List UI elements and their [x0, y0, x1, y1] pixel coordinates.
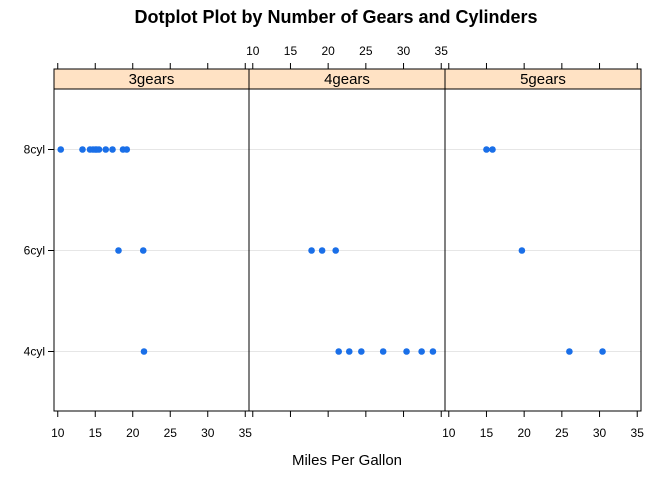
- y-tick-label-4cyl: 4cyl: [24, 345, 45, 359]
- x-tick-label-bottom: 15: [480, 426, 494, 440]
- data-point: [483, 146, 490, 153]
- data-point: [345, 348, 353, 355]
- data-point: [599, 348, 606, 355]
- data-point: [403, 348, 410, 355]
- data-point: [332, 247, 339, 254]
- x-tick-label-bottom: 25: [555, 426, 569, 440]
- x-tick-label-top: 15: [284, 44, 298, 58]
- x-tick-label-bottom: 35: [631, 426, 645, 440]
- x-tick-label-bottom: 30: [201, 426, 215, 440]
- x-axis-title: Miles Per Gallon: [292, 452, 402, 469]
- x-tick-label-bottom: 10: [51, 426, 65, 440]
- data-point: [335, 348, 343, 355]
- strip-label: 4gears: [324, 71, 370, 88]
- x-tick-label-top: 20: [321, 44, 335, 58]
- x-tick-label-top: 10: [246, 44, 260, 58]
- x-tick-label-bottom: 35: [239, 426, 253, 440]
- x-tick-label-top: 30: [397, 44, 411, 58]
- panel-3gears: 3gears: [53, 68, 250, 412]
- x-tick-label-top: 25: [359, 44, 373, 58]
- data-point: [318, 247, 326, 254]
- x-tick-label-bottom: 15: [89, 426, 103, 440]
- panel-5gears: 5gears: [444, 68, 642, 412]
- data-point: [102, 146, 110, 153]
- data-point: [115, 247, 122, 254]
- y-tick-label-6cyl: 6cyl: [24, 244, 45, 258]
- panel-frame: [444, 68, 642, 412]
- x-axis-bottom: 10 15 20 25 30 35 10 15 20 25 30 35: [51, 411, 644, 440]
- x-tick-label-bottom: 25: [164, 426, 178, 440]
- data-point: [95, 146, 103, 153]
- data-point: [566, 348, 573, 355]
- data-point: [140, 348, 148, 355]
- data-point: [109, 146, 116, 153]
- data-point: [418, 348, 425, 355]
- x-tick-label-bottom: 10: [442, 426, 456, 440]
- panels: 3gears 4gears 5gears: [53, 68, 642, 412]
- strip-label: 5gears: [520, 71, 566, 88]
- y-tick-label-8cyl: 8cyl: [24, 143, 45, 157]
- data-point: [379, 348, 387, 355]
- data-point: [57, 146, 65, 153]
- x-tick-label-top: 35: [435, 44, 449, 58]
- chart-title: Dotplot Plot by Number of Gears and Cyli…: [134, 7, 537, 27]
- data-point: [123, 146, 131, 153]
- y-axis: 4cyl 6cyl 8cyl: [24, 143, 54, 359]
- panel-4gears: 4gears: [248, 68, 446, 412]
- panel-frame: [248, 68, 446, 412]
- data-point: [358, 348, 365, 355]
- data-point: [518, 247, 526, 254]
- data-point: [429, 348, 437, 355]
- data-point: [489, 146, 496, 153]
- data-point: [139, 247, 147, 254]
- panel-frame: [53, 68, 250, 412]
- x-tick-label-bottom: 20: [126, 426, 140, 440]
- data-point: [308, 247, 315, 254]
- x-axis-top: 10 15 20 25 30 35: [57, 44, 638, 69]
- strip-label: 3gears: [129, 71, 175, 88]
- x-tick-label-bottom: 20: [517, 426, 531, 440]
- data-point: [79, 146, 86, 153]
- x-tick-label-bottom: 30: [593, 426, 607, 440]
